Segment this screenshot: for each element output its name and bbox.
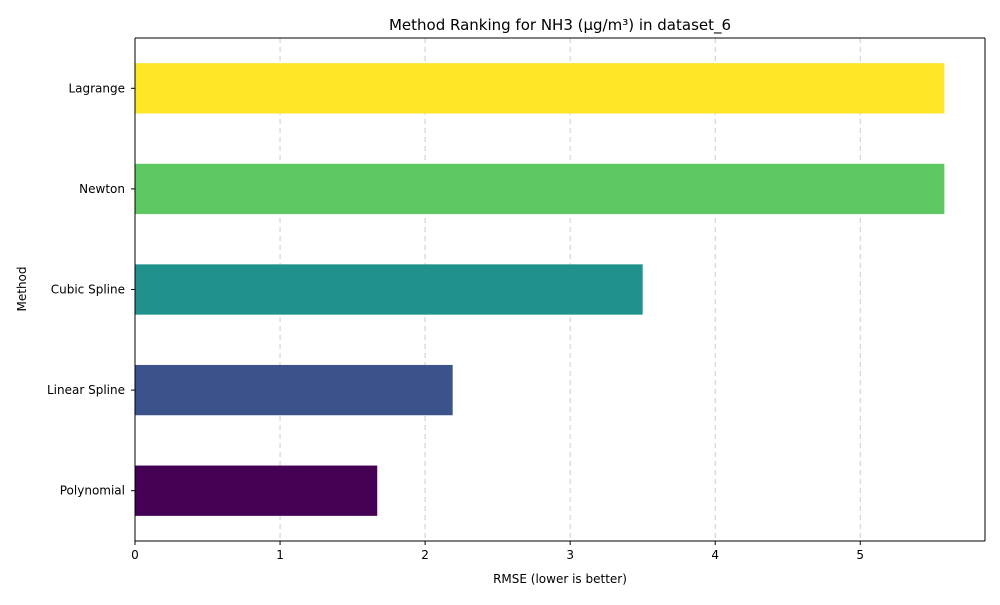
- y-tick-label: Linear Spline: [47, 383, 125, 397]
- chart-title: Method Ranking for NH3 (µg/m³) in datase…: [389, 16, 731, 35]
- bar-layer: [135, 63, 945, 516]
- tick-layer: 0 1 2 3 4 5 Polynomial Linear Spline Cubic Splin…: [47, 81, 864, 562]
- x-tick-label: 5: [856, 548, 864, 562]
- x-tick-label: 3: [566, 548, 574, 562]
- x-tick-label: 2: [421, 548, 429, 562]
- bar-newton: [135, 163, 945, 215]
- x-tick-label: 4: [711, 548, 719, 562]
- y-tick-label: Newton: [79, 182, 125, 196]
- y-axis-title: Method: [15, 266, 29, 311]
- y-tick-label: Cubic Spline: [51, 283, 125, 297]
- x-tick-label: 0: [131, 548, 139, 562]
- bar-polynomial: [135, 465, 378, 516]
- bar-cubic-spline: [135, 264, 643, 315]
- x-axis-title: RMSE (lower is better): [493, 572, 627, 586]
- bar-linear-spline: [135, 364, 453, 416]
- y-tick-label: Polynomial: [60, 484, 125, 498]
- x-tick-label: 1: [276, 548, 284, 562]
- y-tick-label: Lagrange: [68, 81, 125, 95]
- bar-lagrange: [135, 63, 945, 114]
